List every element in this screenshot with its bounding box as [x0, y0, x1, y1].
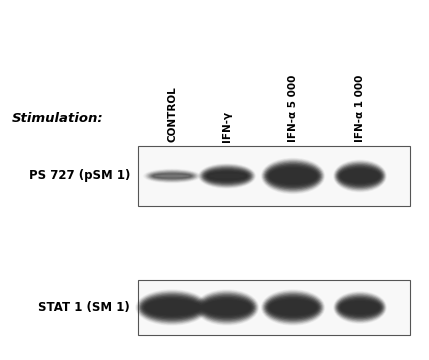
Ellipse shape — [266, 164, 320, 188]
Ellipse shape — [270, 168, 316, 184]
Ellipse shape — [199, 294, 255, 321]
Text: STAT 1 (SM 1): STAT 1 (SM 1) — [38, 301, 130, 314]
Ellipse shape — [335, 162, 385, 190]
Ellipse shape — [203, 168, 251, 184]
Ellipse shape — [335, 293, 385, 322]
Ellipse shape — [266, 296, 320, 319]
Ellipse shape — [139, 293, 205, 322]
Ellipse shape — [196, 290, 259, 325]
Ellipse shape — [341, 170, 378, 182]
Ellipse shape — [148, 302, 196, 312]
Ellipse shape — [265, 163, 321, 189]
Ellipse shape — [207, 171, 247, 180]
Ellipse shape — [200, 296, 254, 319]
Ellipse shape — [149, 172, 195, 180]
Ellipse shape — [204, 168, 250, 183]
Ellipse shape — [206, 171, 248, 181]
Ellipse shape — [338, 298, 381, 317]
Ellipse shape — [263, 160, 323, 192]
Ellipse shape — [338, 166, 381, 185]
Ellipse shape — [196, 291, 257, 324]
Ellipse shape — [206, 302, 248, 312]
Ellipse shape — [201, 297, 253, 318]
Ellipse shape — [153, 174, 191, 178]
Ellipse shape — [334, 160, 386, 192]
Ellipse shape — [263, 291, 323, 324]
Ellipse shape — [202, 298, 251, 317]
Ellipse shape — [148, 171, 196, 181]
Ellipse shape — [342, 303, 378, 312]
Ellipse shape — [198, 293, 256, 322]
Ellipse shape — [337, 164, 384, 188]
Bar — [138, 280, 410, 335]
Ellipse shape — [262, 158, 324, 194]
Text: Stimulation:: Stimulation: — [12, 112, 104, 125]
Ellipse shape — [336, 294, 384, 321]
Ellipse shape — [269, 167, 317, 185]
Ellipse shape — [145, 300, 199, 315]
Ellipse shape — [336, 163, 384, 189]
Ellipse shape — [147, 301, 197, 314]
Ellipse shape — [272, 171, 314, 181]
Ellipse shape — [342, 171, 378, 180]
Text: PS 727 (pSM 1): PS 727 (pSM 1) — [29, 170, 130, 183]
Ellipse shape — [338, 297, 382, 318]
Ellipse shape — [340, 299, 381, 316]
Ellipse shape — [267, 297, 319, 318]
Ellipse shape — [270, 300, 316, 315]
Ellipse shape — [205, 301, 249, 314]
Ellipse shape — [150, 172, 194, 180]
Ellipse shape — [338, 165, 382, 187]
Ellipse shape — [272, 302, 314, 312]
Ellipse shape — [265, 294, 321, 321]
Ellipse shape — [202, 167, 252, 185]
Ellipse shape — [151, 173, 193, 179]
Ellipse shape — [136, 290, 208, 325]
Ellipse shape — [144, 298, 200, 317]
Ellipse shape — [205, 170, 249, 183]
Text: IFN-α 5 000: IFN-α 5 000 — [288, 75, 298, 142]
Ellipse shape — [340, 168, 381, 184]
Ellipse shape — [141, 296, 202, 319]
Ellipse shape — [264, 161, 322, 191]
Ellipse shape — [341, 302, 378, 313]
Ellipse shape — [208, 172, 246, 180]
Ellipse shape — [199, 165, 254, 187]
Ellipse shape — [341, 301, 379, 315]
Ellipse shape — [264, 293, 322, 322]
Bar — [138, 146, 410, 206]
Text: IFN-α 1 000: IFN-α 1 000 — [355, 75, 365, 142]
Ellipse shape — [267, 166, 319, 186]
Ellipse shape — [152, 174, 192, 179]
Ellipse shape — [143, 297, 201, 318]
Ellipse shape — [147, 171, 197, 181]
Ellipse shape — [269, 298, 317, 317]
Ellipse shape — [271, 170, 315, 183]
Ellipse shape — [341, 169, 379, 183]
Text: CONTROL: CONTROL — [167, 86, 177, 142]
Ellipse shape — [262, 290, 324, 325]
Ellipse shape — [271, 301, 315, 314]
Ellipse shape — [337, 296, 384, 320]
Ellipse shape — [334, 292, 386, 323]
Ellipse shape — [201, 166, 254, 186]
Ellipse shape — [204, 300, 251, 315]
Ellipse shape — [137, 291, 207, 324]
Ellipse shape — [140, 294, 204, 321]
Ellipse shape — [145, 170, 198, 182]
Text: IFN-γ: IFN-γ — [222, 111, 232, 142]
